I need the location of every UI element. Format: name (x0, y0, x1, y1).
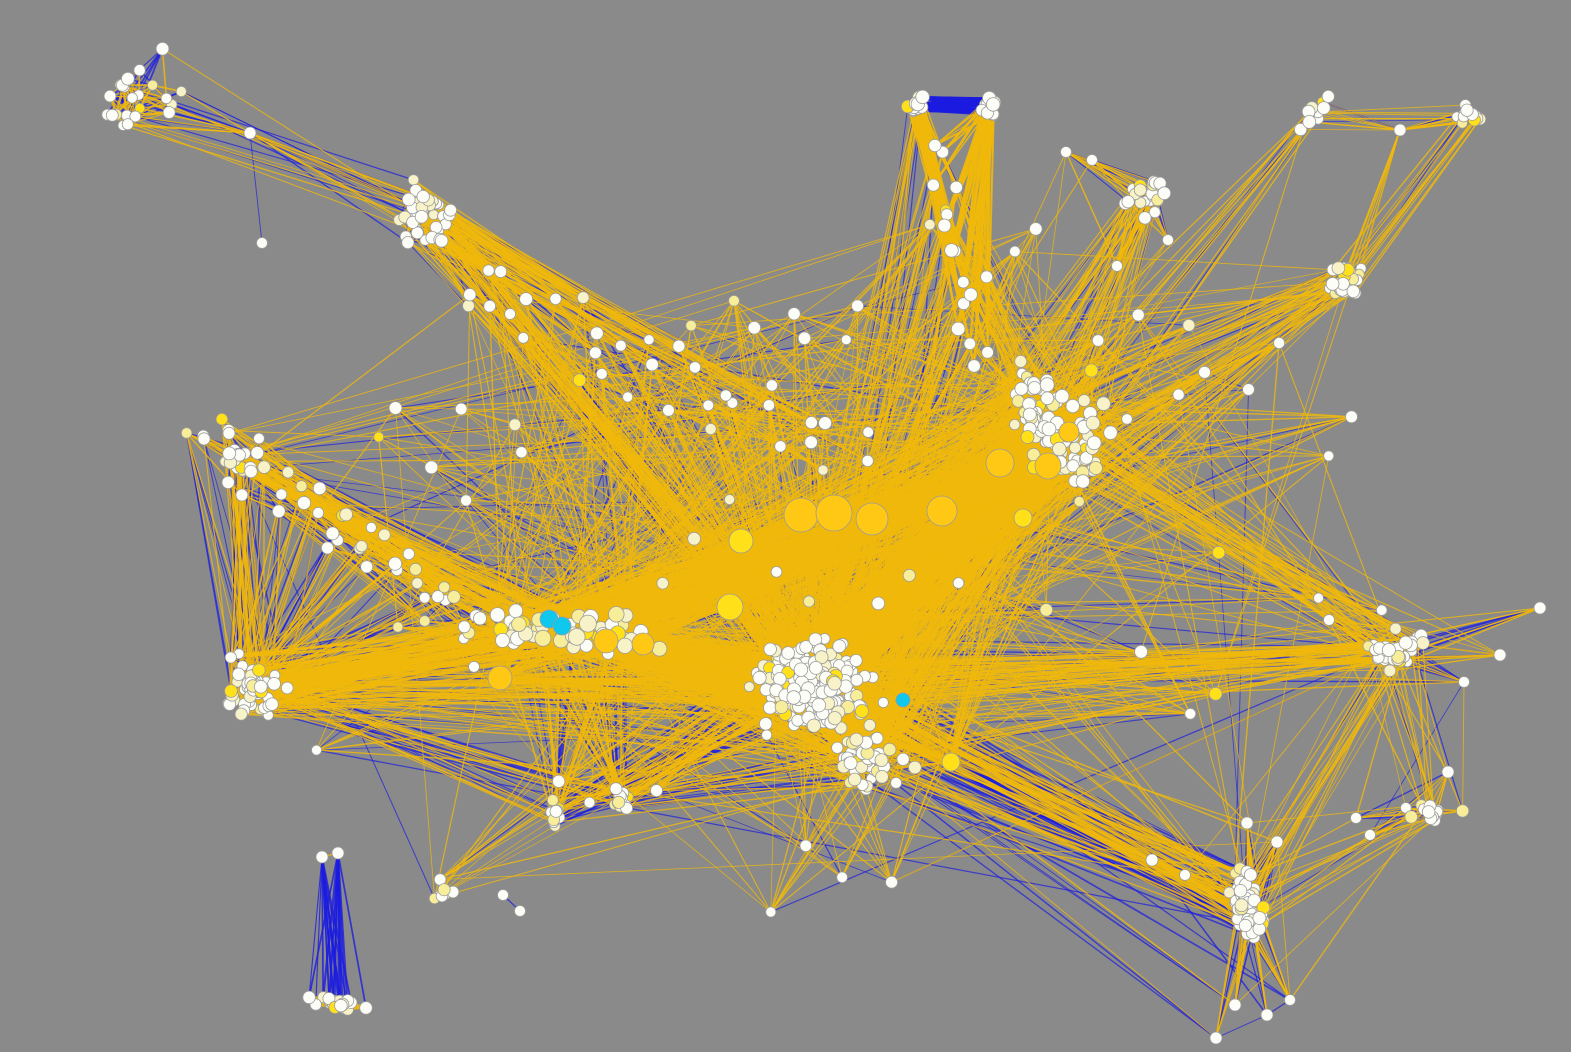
graph-edge (954, 109, 983, 252)
graph-edge (308, 852, 339, 999)
graph-edge (1404, 607, 1541, 644)
graph-edge (427, 199, 596, 354)
graph-edge (122, 124, 415, 217)
graph-edge (551, 345, 680, 620)
graph-edge (1369, 807, 1407, 836)
graph-edge (109, 84, 154, 97)
graph-edge (161, 48, 414, 209)
graph-edge (337, 852, 349, 1011)
graph-edge (1151, 859, 1268, 1016)
graph-edge (333, 852, 339, 1006)
graph-edge (1215, 1014, 1268, 1039)
graph-edge (185, 432, 232, 692)
graph-edge (1406, 607, 1541, 663)
graph-edge (134, 115, 437, 205)
graph-edge (423, 210, 596, 354)
graph-edge (1065, 151, 1129, 203)
graph-edge (770, 636, 1419, 913)
graph-edge (448, 214, 770, 407)
graph-edge (416, 211, 773, 386)
graph-edge (229, 461, 240, 676)
graph-edge (489, 305, 571, 625)
graph-edge (180, 91, 418, 234)
graph-edge (308, 856, 323, 998)
graph-edge (161, 48, 168, 100)
graph-edge (337, 852, 367, 1009)
graph-edge (448, 214, 653, 366)
graph-edge (249, 132, 409, 244)
graph-edge (278, 510, 426, 622)
graph-edge (249, 132, 425, 212)
graph-edge (106, 114, 419, 233)
graph-edge (1091, 159, 1129, 203)
graph-edge (131, 97, 251, 134)
graph-edge (122, 124, 251, 134)
graph-edge (115, 114, 423, 208)
graph-edge (315, 856, 323, 1006)
graph-edge (488, 269, 571, 625)
graph-edge (322, 851, 340, 999)
graph-edge (249, 132, 424, 198)
graph-edge (249, 132, 263, 244)
graph-edge (321, 856, 336, 1008)
graph-edge (1065, 151, 1155, 183)
graph-edge (1399, 654, 1501, 663)
graph-edge (106, 114, 435, 216)
graph-edge (957, 109, 983, 330)
graph-edge (865, 751, 1291, 1001)
graph-edge (421, 209, 813, 424)
graph-edge (1065, 151, 1141, 204)
